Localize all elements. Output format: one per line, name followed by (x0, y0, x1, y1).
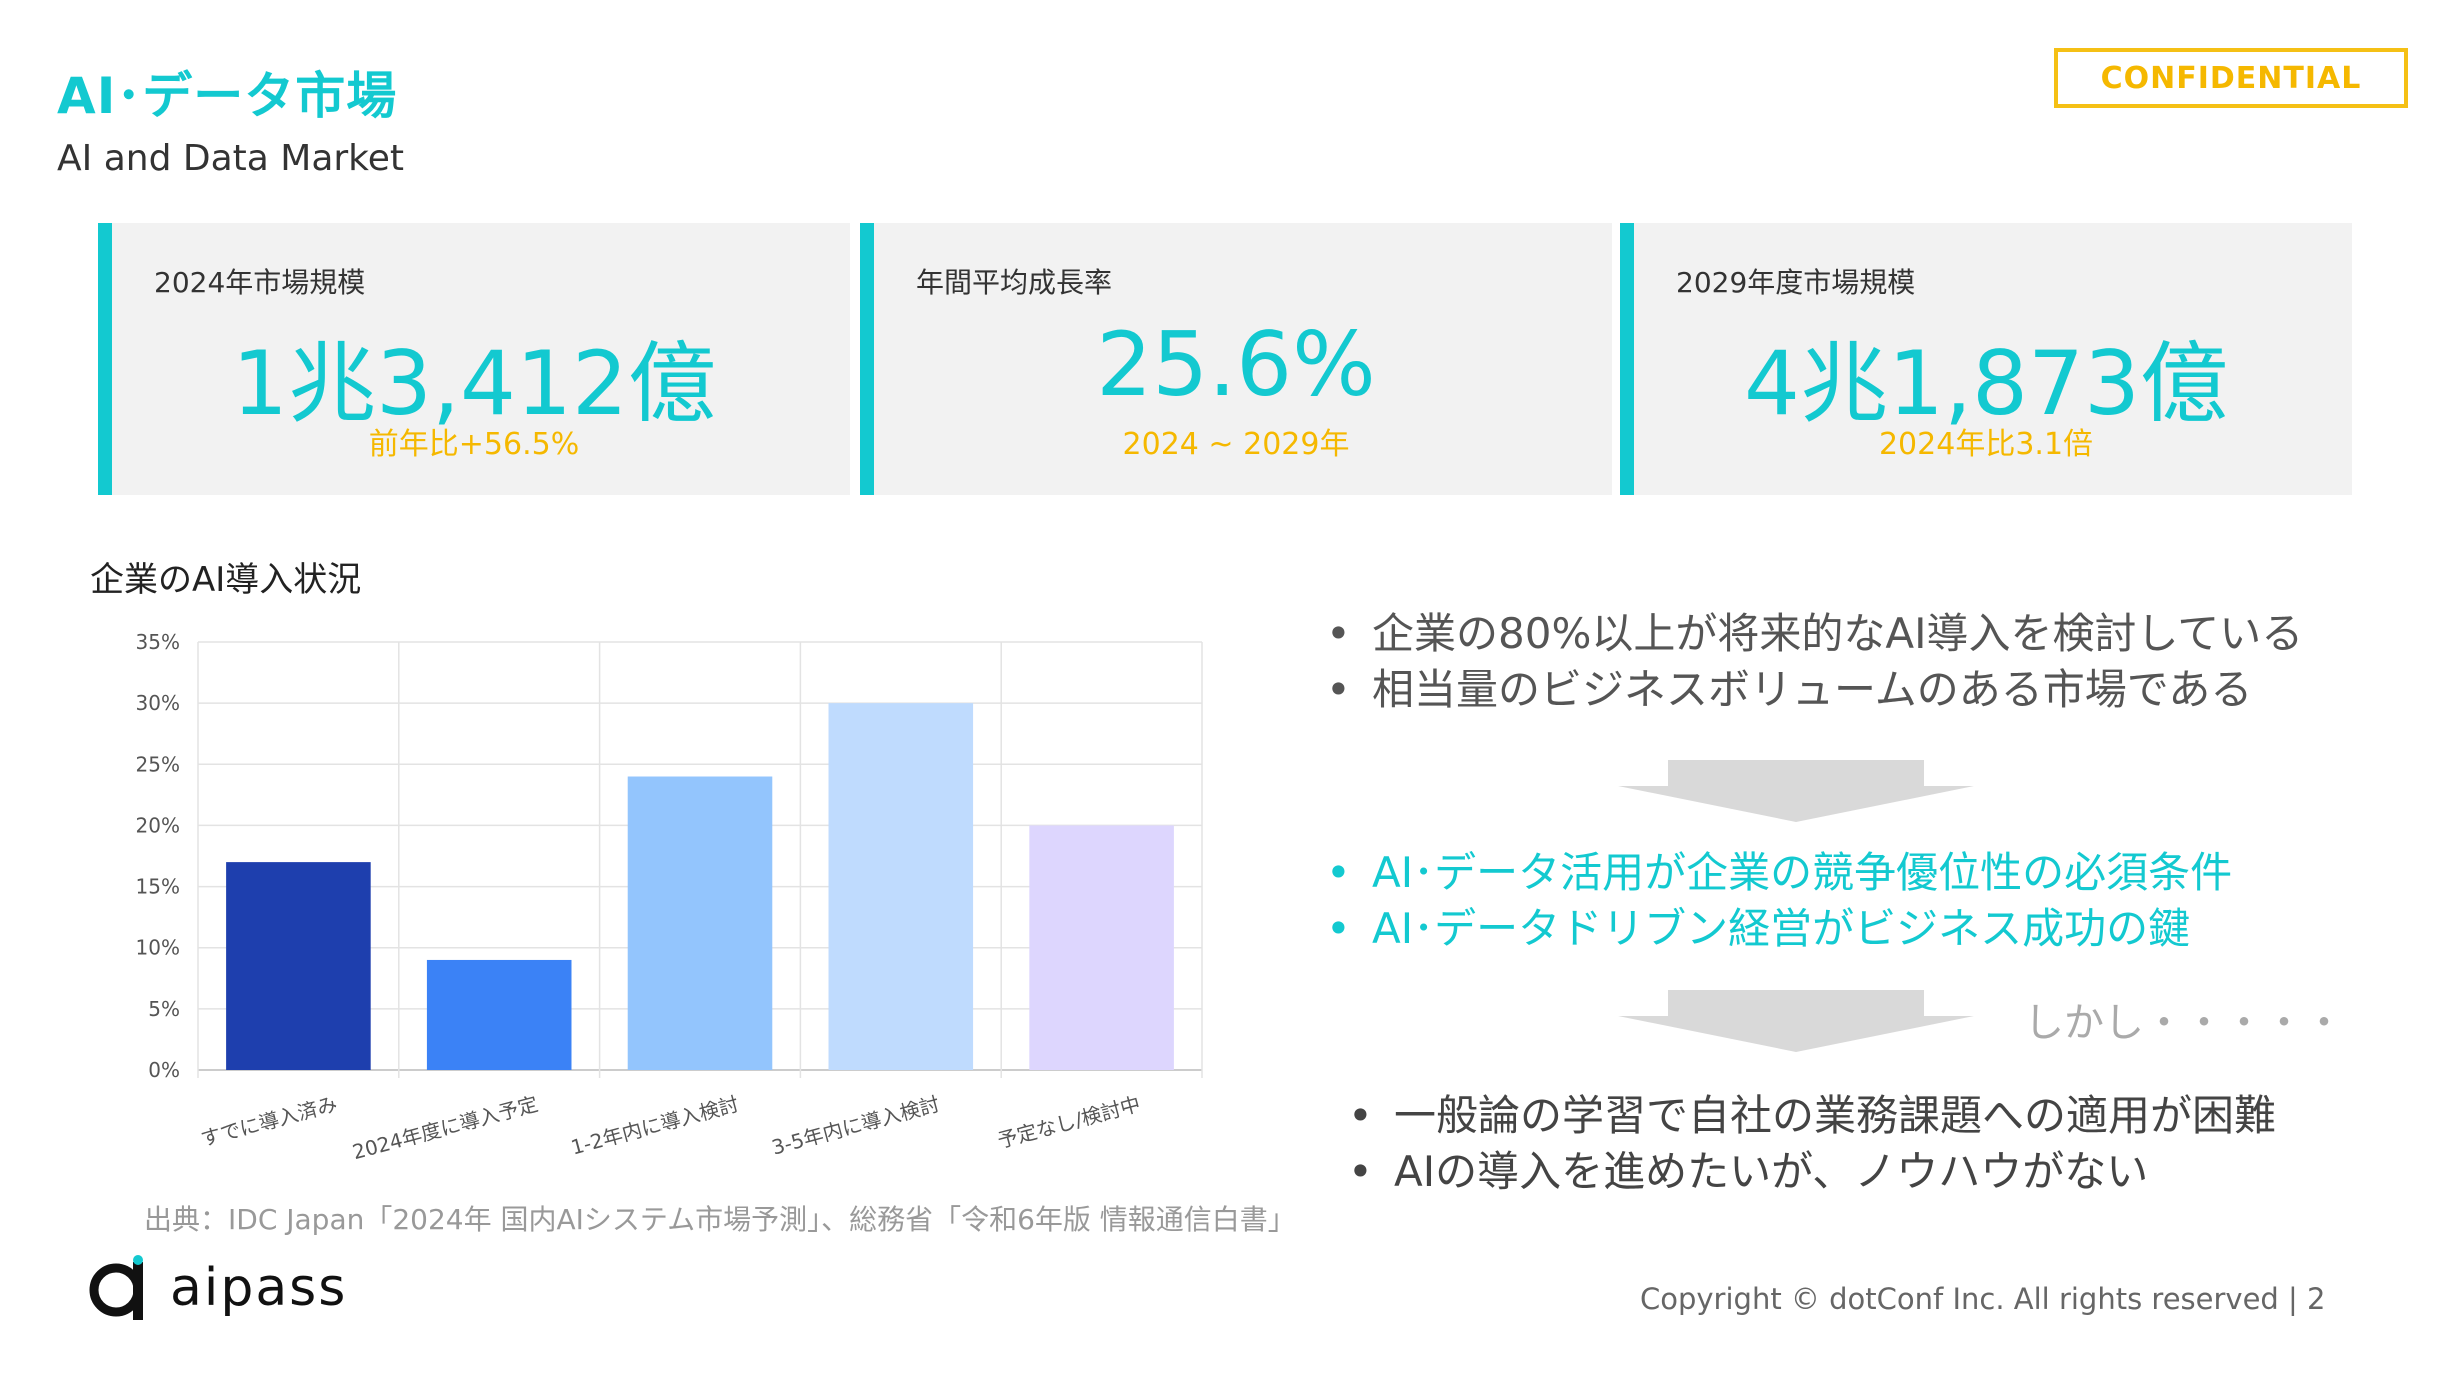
y-tick-label: 5% (148, 997, 180, 1021)
bar (828, 703, 974, 1070)
bullet-dot: • (1326, 609, 1351, 658)
bullet-item: • AI･データ活用が企業の競争優位性の必須条件 (1326, 845, 2233, 901)
card-label: 年間平均成長率 (916, 266, 1113, 299)
bullet-text: AIの導入を進めたいが、ノウハウがない (1394, 1147, 2149, 1196)
page-subtitle: AI and Data Market (57, 138, 405, 179)
bullet-dot: • (1326, 904, 1351, 953)
y-tick-label: 0% (148, 1058, 180, 1082)
bullet-item: • AIの導入を進めたいが、ノウハウがない (1348, 1144, 2149, 1200)
bullet-text: 相当量のビジネスボリュームのある市場である (1372, 665, 2253, 714)
card-label: 2024年市場規模 (154, 266, 366, 299)
bar (627, 776, 773, 1070)
card-accent-bar (860, 223, 874, 495)
bullet-item: • 企業の80%以上が将来的なAI導入を検討している (1326, 606, 2304, 662)
card-value: 25.6% (1096, 313, 1376, 416)
card-value: 4兆1,873億 (1744, 332, 2228, 435)
bullet-text: 企業の80%以上が将来的なAI導入を検討している (1372, 609, 2304, 658)
chart-title: 企業のAI導入状況 (90, 560, 362, 600)
y-tick-label: 10% (136, 936, 180, 960)
bullet-item: • AI･データドリブン経営がビジネス成功の鍵 (1326, 901, 2191, 957)
x-tick-label: 予定なし/検討中 (995, 1092, 1143, 1153)
y-tick-label: 20% (136, 813, 180, 837)
card-label: 2029年度市場規模 (1676, 266, 1916, 299)
bullet-item: • 一般論の学習で自社の業務課題への適用が困難 (1348, 1088, 2277, 1144)
page-title: AI･データ市場 (57, 67, 398, 125)
bullet-dot: • (1348, 1091, 1373, 1140)
kpi-card-market-2029: 2029年度市場規模 4兆1,873億 2024年比3.1倍 (1620, 223, 2352, 495)
aipass-logo-icon (89, 1255, 143, 1320)
bullet-dot: • (1348, 1147, 1373, 1196)
x-tick-label: 1-2年内に導入検討 (568, 1092, 741, 1160)
bullet-dot: • (1326, 848, 1351, 897)
bullet-item: • 相当量のビジネスボリュームのある市場である (1326, 662, 2253, 718)
kpi-card-growth-rate: 年間平均成長率 25.6% 2024 ~ 2029年 (860, 223, 1612, 495)
aipass-logo: aipass (170, 1258, 348, 1318)
bar (426, 959, 572, 1070)
card-accent-bar (1620, 223, 1634, 495)
down-arrow-icon (1618, 760, 1974, 822)
y-tick-label: 25% (136, 752, 180, 776)
y-tick-label: 30% (136, 691, 180, 715)
card-value: 1兆3,412億 (232, 332, 716, 435)
bar (226, 862, 371, 1070)
source-note: 出典：IDC Japan「2024年 国内AIシステム市場予測」、総務省「令和6… (144, 1203, 1296, 1236)
y-tick-label: 15% (136, 875, 180, 899)
card-note: 前年比+56.5% (368, 427, 580, 462)
card-accent-bar (98, 223, 112, 495)
x-tick-label: すでに導入済み (198, 1092, 340, 1151)
x-tick-label: 3-5年内に導入検討 (769, 1092, 942, 1160)
kpi-card-market-2024: 2024年市場規模 1兆3,412億 前年比+56.5% (98, 223, 850, 495)
card-note: 2024年比3.1倍 (1878, 427, 2094, 462)
bar-chart: 0% 5% 10% 15% 20% 25% 30% 35% すでに導入済み 2024年度に導入予定… (136, 630, 1203, 1165)
confidential-badge: CONFIDENTIAL (2054, 48, 2408, 108)
card-note: 2024 ~ 2029年 (1122, 427, 1350, 462)
x-tick-label: 2024年度に導入予定 (350, 1092, 541, 1165)
however-text: しかし・・・・・ (2024, 1000, 2344, 1046)
bullet-dot: • (1326, 665, 1351, 714)
bullet-text: 一般論の学習で自社の業務課題への適用が困難 (1394, 1091, 2277, 1140)
y-tick-label: 35% (136, 630, 180, 654)
bullet-text: AI･データ活用が企業の競争優位性の必須条件 (1372, 848, 2233, 897)
bullet-text: AI･データドリブン経営がビジネス成功の鍵 (1372, 904, 2191, 953)
copyright: Copyright © dotConf Inc. All rights rese… (1640, 1282, 2326, 1316)
bar (1029, 825, 1174, 1070)
down-arrow-icon (1618, 990, 1974, 1052)
